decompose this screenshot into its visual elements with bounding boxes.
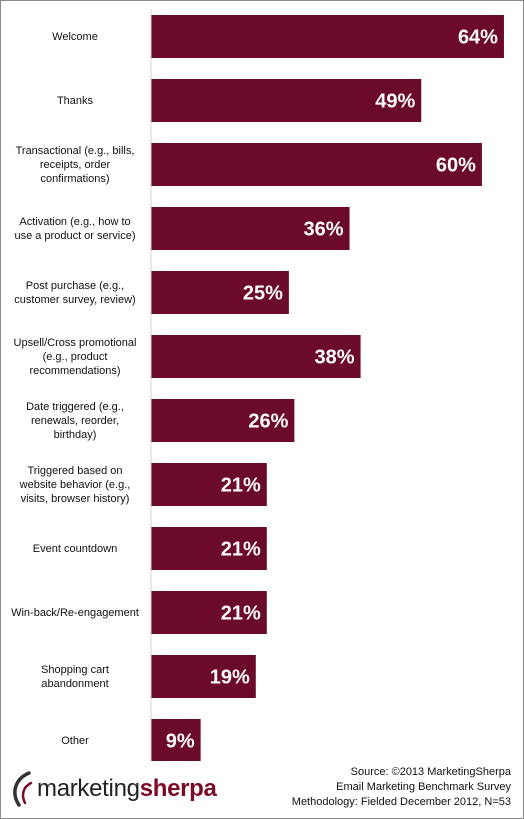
bar-11 — [151, 719, 201, 761]
bar-10 — [151, 655, 256, 698]
category-label-10: Shopping cart abandonment — [41, 663, 109, 690]
bar-value-label-3: 36% — [304, 219, 344, 241]
bar-chart: 64% 49% 60% 36% 25% 38% 26% 21% 21% 21% 19% 9% — [150, 9, 504, 761]
bar-value-label-10: 19% — [210, 667, 250, 689]
bar-2 — [151, 143, 482, 186]
bar-3 — [151, 207, 350, 250]
bar-1 — [151, 79, 422, 122]
source-line-3: Methodology: Fielded December 2012, N=53 — [291, 796, 511, 808]
bar-value-label-7: 21% — [221, 475, 261, 497]
source-line-1: Source: ©2013 MarketingSherpa — [350, 766, 511, 778]
bar-5 — [151, 335, 361, 378]
source-note: Source: ©2013 MarketingSherpa Email Mark… — [211, 765, 511, 810]
category-label-4: Post purchase (e.g., customer survey, re… — [14, 279, 136, 306]
category-label-0: Welcome — [52, 30, 98, 43]
marketingsherpa-logo: marketingsherpa — [9, 767, 249, 811]
category-label-6: Date triggered (e.g., renewals, reorder,… — [26, 400, 124, 441]
bar-8 — [151, 527, 267, 570]
bar-value-label-1: 49% — [375, 91, 415, 113]
category-label-9: Win-back/Re-engagement — [11, 606, 139, 619]
bar-0 — [151, 15, 504, 58]
category-label-7: Triggered based on website behavior (e.g… — [19, 464, 131, 505]
category-label-2: Transactional (e.g., bills, receipts, or… — [15, 144, 135, 185]
bar-value-label-4: 25% — [243, 283, 283, 305]
bar-value-label-0: 64% — [458, 27, 498, 49]
bar-value-label-11: 9% — [166, 731, 195, 753]
category-label-8: Event countdown — [32, 542, 118, 555]
bar-7 — [151, 463, 267, 506]
bar-value-label-2: 60% — [436, 155, 476, 177]
logo-swoosh-icon — [13, 771, 33, 807]
logo-text-bold: sherpa — [139, 775, 217, 802]
category-label-3: Activation (e.g., how to use a product o… — [14, 215, 136, 242]
bar-4 — [151, 271, 289, 314]
bar-value-label-8: 21% — [221, 539, 261, 561]
source-line-2: Email Marketing Benchmark Survey — [336, 781, 511, 793]
category-label-11: Other — [61, 734, 89, 747]
bar-value-label-5: 38% — [315, 347, 355, 369]
category-label-1: Thanks — [56, 94, 94, 107]
bar-value-label-9: 21% — [221, 603, 261, 625]
bar-value-label-6: 26% — [248, 411, 288, 433]
bar-6 — [151, 399, 295, 442]
logo-wordmark: marketingsherpa — [37, 777, 217, 801]
bar-9 — [151, 591, 267, 634]
category-label-5: Upsell/Cross promotional (e.g., product … — [13, 336, 137, 377]
logo-text-light: marketing — [37, 775, 140, 802]
